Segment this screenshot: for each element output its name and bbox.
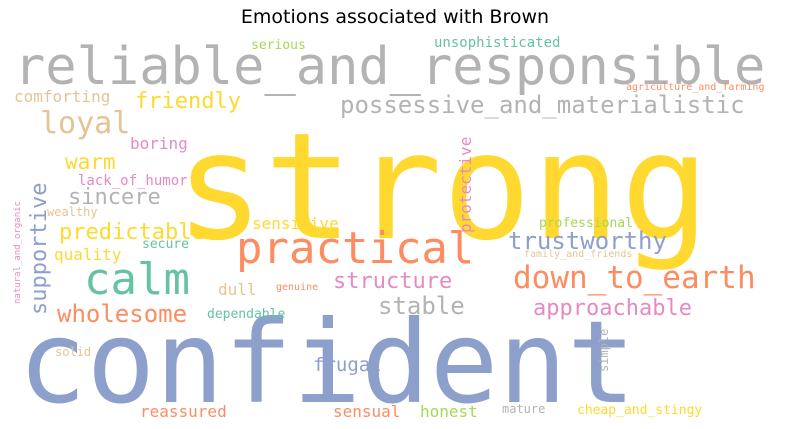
word-structure: structure [333, 269, 452, 294]
word-mature: mature [502, 402, 545, 416]
word-family-and-friends: family_and_friends [524, 249, 632, 260]
word-simple: simple [597, 329, 611, 372]
word-natural-and-organic: natural_and_organic [13, 201, 23, 304]
word-boring: boring [130, 134, 188, 153]
word-agriculture-and-farming: agriculture_and_farming [626, 82, 764, 93]
word-practical: practical [236, 223, 474, 274]
word-professional: professional [539, 216, 633, 231]
word-genuine: genuine [276, 282, 318, 293]
word-reassured: reassured [140, 402, 227, 421]
word-loyal: loyal [40, 106, 130, 141]
word-strong: strong [175, 101, 710, 273]
word-comforting: comforting [14, 87, 110, 106]
word-cheap-and-stingy: cheap_and_stingy [577, 403, 702, 418]
word-sensual: sensual [333, 402, 400, 421]
chart-title: Emotions associated with Brown [240, 6, 550, 28]
word-wholesome: wholesome [57, 300, 187, 328]
word-solid: solid [55, 345, 91, 359]
word-predictable: predictable [59, 220, 205, 245]
word-supportive: supportive [27, 183, 52, 315]
word-trustworthy: trustworthy [508, 227, 667, 255]
word-protective: protective [456, 137, 475, 233]
word-dependable: dependable [207, 307, 285, 322]
word-lack-of-humor: lack_of_humor [78, 173, 188, 189]
word-reliable-and-responsible: reliable_and_responsible [14, 37, 765, 97]
word-friendly: friendly [135, 89, 241, 114]
word-secure: secure [142, 237, 189, 252]
word-sincere: sincere [68, 185, 161, 210]
word-wealthy: wealthy [47, 205, 98, 219]
word-warm: warm [65, 150, 116, 174]
word-frugal: frugal [313, 354, 382, 376]
word-honest: honest [420, 402, 478, 421]
word-confident: confident [18, 296, 636, 429]
word-calm: calm [84, 254, 190, 305]
word-approachable: approachable [533, 296, 692, 321]
word-stable: stable [378, 292, 465, 320]
word-down-to-earth: down_to_earth [513, 260, 756, 296]
word-serious: serious [251, 38, 306, 53]
word-quality: quality [54, 245, 122, 264]
word-unsophisticated: unsophisticated [434, 35, 560, 51]
word-sensitive: sensitive [252, 214, 339, 233]
word-dull: dull [218, 280, 257, 299]
word-possessive-and-materialistic: possessive_and_materialistic [340, 91, 745, 119]
